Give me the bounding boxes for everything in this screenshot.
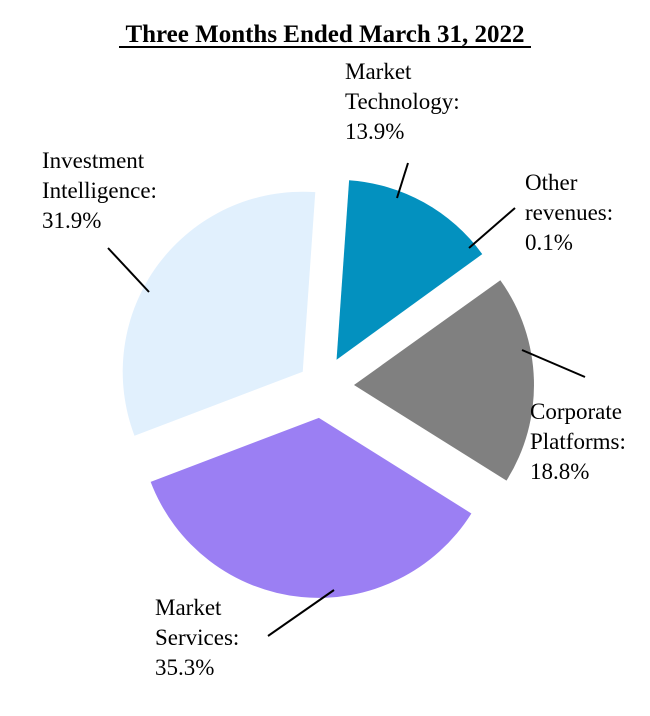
slice-label: Corporate Platforms: 18.8% <box>530 399 626 484</box>
leader-line <box>396 162 409 199</box>
slice-label: Investment Intelligence: 31.9% <box>42 148 157 233</box>
slice-label: Market Technology: 13.9% <box>345 59 460 144</box>
leader-line <box>267 589 335 637</box>
pie-slice-investment-intelligence <box>122 191 316 436</box>
chart-title: Three Months Ended March 31, 2022 <box>125 21 524 48</box>
pie-slice-other-revenues <box>356 255 503 362</box>
slice-label: Other revenues: 0.1% <box>525 170 613 255</box>
pie-slice-corporate-platforms <box>353 280 534 481</box>
pie-slice-market-services <box>150 417 472 598</box>
pie-slice-market-technology <box>336 180 483 360</box>
leader-line <box>468 207 516 249</box>
leader-line <box>107 247 150 293</box>
slice-label: Market Services: 35.3% <box>155 595 239 680</box>
leader-line <box>521 349 586 378</box>
